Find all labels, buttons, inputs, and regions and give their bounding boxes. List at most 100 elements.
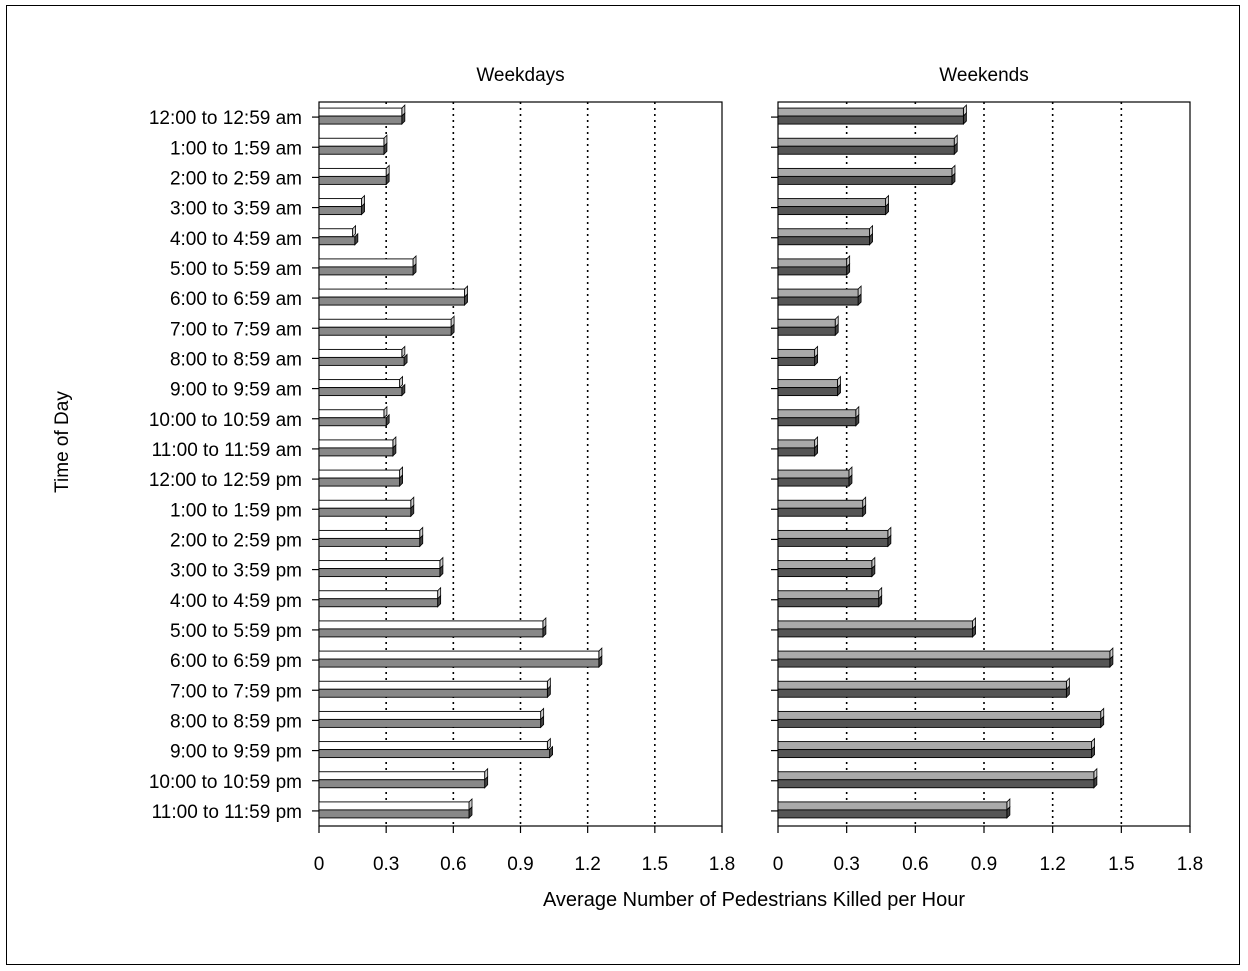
bar — [777, 115, 964, 125]
x-tick-label: 0.6 — [902, 854, 928, 875]
bar — [777, 107, 964, 117]
bar — [777, 356, 816, 366]
bar — [318, 266, 414, 276]
category-label: 6:00 to 6:59 am — [170, 289, 302, 310]
bar — [777, 537, 889, 547]
panel-1: Weekends 0 0.3 0.6 0.9 1.2 1.5 1.8 — [771, 65, 1203, 875]
bar — [318, 206, 362, 216]
category-label: 1:00 to 1:59 am — [170, 138, 302, 159]
bar — [777, 560, 873, 570]
bar — [777, 507, 864, 517]
panel-0: Weekdays 0 0.3 0.6 0.9 1.2 1.5 1.8 12:00 to 12:5… — [149, 65, 735, 875]
category-label: 2:00 to 2:59 pm — [170, 530, 302, 551]
bar — [777, 658, 1111, 668]
category-label: 1:00 to 1:59 pm — [170, 500, 302, 521]
category-label: 4:00 to 4:59 am — [170, 229, 302, 250]
bar — [318, 688, 548, 698]
bar — [777, 801, 1008, 811]
category-label: 4:00 to 4:59 pm — [170, 591, 302, 612]
panel-title: Weekdays — [476, 65, 564, 86]
bar — [318, 318, 452, 328]
bar — [318, 387, 403, 397]
bar — [318, 718, 542, 728]
x-tick-label: 0.9 — [971, 854, 997, 875]
bar-side — [403, 353, 408, 367]
bar — [777, 749, 1093, 759]
chart-frame — [6, 5, 1240, 965]
x-axis-label: Average Number of Pedestrians Killed per… — [543, 889, 965, 911]
bar — [777, 296, 859, 306]
x-tick-label: 0 — [314, 854, 325, 875]
bar — [318, 107, 403, 117]
x-tick-label: 0.9 — [507, 854, 533, 875]
bar — [777, 206, 887, 216]
bar — [777, 779, 1095, 789]
bar — [318, 288, 465, 298]
bar — [318, 771, 486, 781]
bar — [318, 628, 544, 638]
x-tick-label: 1.5 — [642, 854, 668, 875]
bar — [318, 356, 405, 366]
y-axis-label: Time of Day — [52, 391, 73, 493]
bar — [318, 379, 401, 389]
bar — [318, 236, 356, 246]
bar — [777, 688, 1067, 698]
bar — [777, 680, 1067, 690]
bar — [318, 529, 421, 539]
category-label: 7:00 to 7:59 am — [170, 319, 302, 340]
category-label: 3:00 to 3:59 am — [170, 199, 302, 220]
bar — [318, 326, 452, 336]
bar — [318, 779, 486, 789]
x-tick-label: 1.8 — [1177, 854, 1203, 875]
category-label: 9:00 to 9:59 pm — [170, 742, 302, 763]
bar — [777, 198, 887, 208]
category-label: 12:00 to 12:59 pm — [149, 470, 302, 491]
bar — [318, 560, 441, 570]
bar — [318, 137, 385, 147]
bar — [777, 568, 873, 578]
bar — [777, 137, 955, 147]
bar — [318, 439, 394, 449]
x-tick-label: 0.6 — [440, 854, 466, 875]
bar — [318, 477, 401, 487]
bar — [777, 288, 859, 298]
bar — [318, 590, 439, 600]
bar — [318, 741, 548, 751]
category-label: 6:00 to 6:59 pm — [170, 651, 302, 672]
category-label: 2:00 to 2:59 am — [170, 168, 302, 189]
bar — [318, 507, 412, 517]
bar — [777, 628, 974, 638]
bar — [777, 650, 1111, 660]
bar — [318, 537, 421, 547]
category-label: 5:00 to 5:59 pm — [170, 621, 302, 642]
category-label: 11:00 to 11:59 am — [152, 440, 302, 461]
bar — [777, 620, 974, 630]
bar — [318, 499, 412, 509]
bar — [318, 417, 387, 427]
bar — [318, 228, 354, 238]
bar — [318, 258, 414, 268]
bar-side — [401, 345, 406, 359]
bar — [318, 568, 441, 578]
bar — [318, 680, 548, 690]
bar — [777, 499, 864, 509]
category-label: 7:00 to 7:59 pm — [170, 681, 302, 702]
bar — [318, 650, 600, 660]
bar — [318, 409, 385, 419]
bar-side — [399, 375, 404, 389]
x-tick-label: 1.5 — [1108, 854, 1134, 875]
category-label: 9:00 to 9:59 am — [170, 380, 302, 401]
bar — [777, 529, 889, 539]
category-label: 10:00 to 10:59 am — [149, 410, 302, 431]
bar — [777, 417, 857, 427]
bar — [777, 710, 1102, 720]
bar — [777, 175, 953, 185]
bar — [318, 167, 387, 177]
bar — [777, 718, 1102, 728]
x-tick-label: 0.3 — [373, 854, 399, 875]
bar-side — [354, 232, 359, 246]
bar — [777, 741, 1093, 751]
bar — [777, 598, 880, 608]
bar — [777, 409, 857, 419]
